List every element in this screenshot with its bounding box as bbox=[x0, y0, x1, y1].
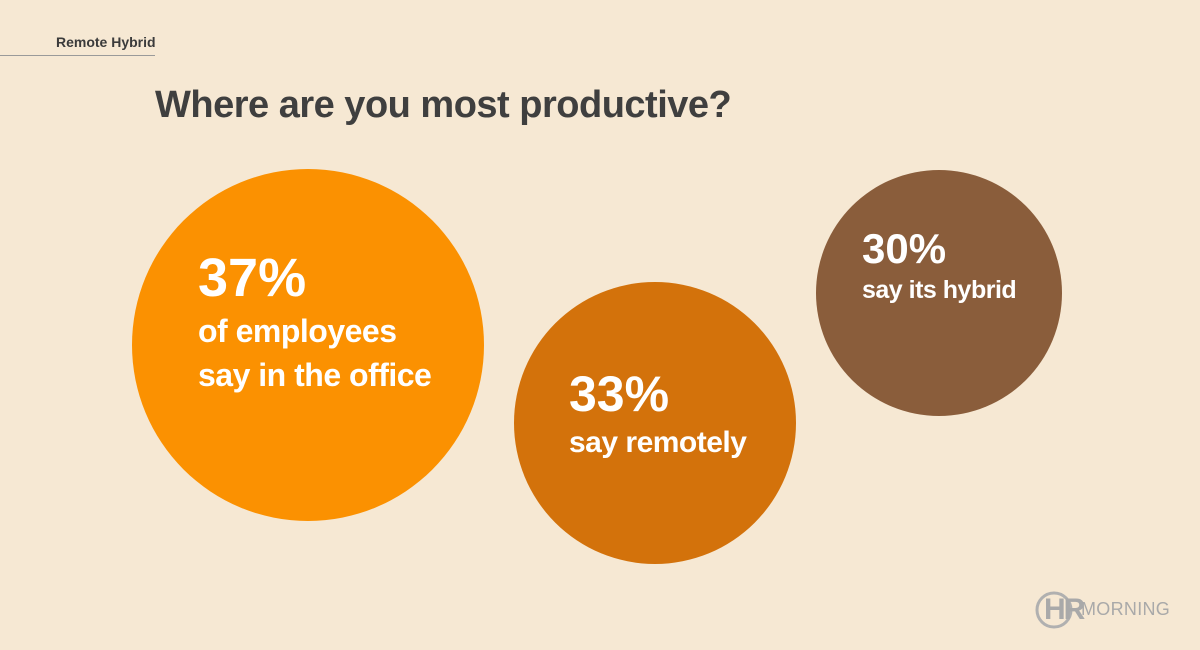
bubble-office-label-line: of employees bbox=[198, 313, 397, 349]
category-tag: Remote Hybrid bbox=[56, 34, 156, 50]
tag-underline bbox=[0, 55, 155, 56]
bubble-office-value: 37% bbox=[198, 248, 307, 308]
chart-title: Where are you most productive? bbox=[155, 84, 732, 126]
bubble-office-label-line: say in the office bbox=[198, 357, 432, 393]
logo-word-text: MORNING bbox=[1081, 599, 1171, 619]
bubble-office: 37% of employees say in the office bbox=[132, 169, 484, 521]
logo-ring-icon bbox=[1035, 591, 1073, 629]
hrmorning-logo: HR MORNING bbox=[1034, 590, 1174, 630]
bubble-hybrid: 30% say its hybrid bbox=[816, 170, 1062, 416]
bubble-hybrid-label-line: say its hybrid bbox=[862, 276, 1017, 304]
bubble-hybrid-value: 30% bbox=[862, 225, 947, 272]
logo-hr-text: HR bbox=[1044, 593, 1085, 626]
bubble-remote-value: 33% bbox=[569, 366, 670, 422]
bubble-remote: 33% say remotely bbox=[514, 282, 796, 564]
bubble-remote-label-line: say remotely bbox=[569, 426, 747, 459]
